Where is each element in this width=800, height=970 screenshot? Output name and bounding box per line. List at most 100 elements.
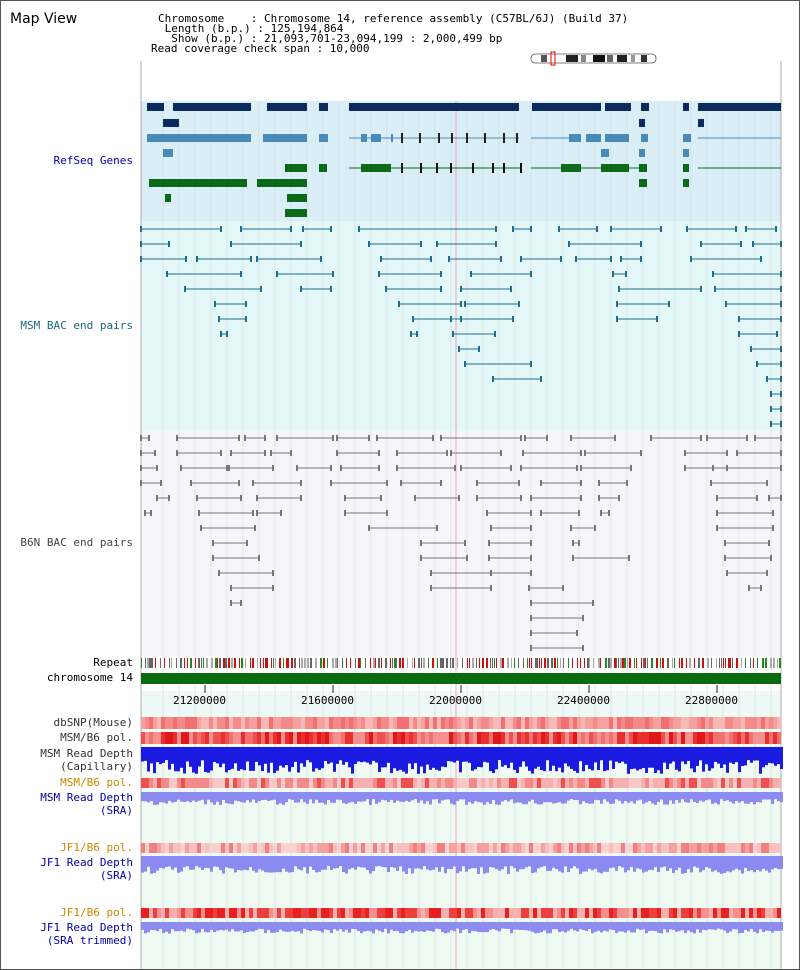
b6n-bac-pair-end bbox=[580, 450, 582, 456]
gene-exon bbox=[698, 103, 781, 111]
heat-cell bbox=[365, 778, 369, 788]
depth-bar bbox=[675, 792, 678, 800]
heat-cell bbox=[673, 717, 677, 729]
heat-cell bbox=[317, 843, 321, 853]
ideogram-band bbox=[617, 55, 627, 62]
depth-bar bbox=[141, 792, 144, 802]
gene-exon bbox=[683, 179, 689, 187]
depth-bar bbox=[603, 792, 606, 800]
heat-cell bbox=[697, 843, 701, 853]
depth-bar bbox=[321, 747, 324, 769]
depth-bar bbox=[414, 792, 417, 800]
depth-bar bbox=[402, 922, 405, 934]
heat-cell bbox=[233, 778, 237, 788]
heat-cell bbox=[149, 717, 153, 729]
heat-cell bbox=[409, 778, 413, 788]
heat-cell bbox=[237, 843, 241, 853]
depth-bar bbox=[513, 856, 516, 869]
heat-cell bbox=[377, 843, 381, 853]
refseq-genes-track[interactable] bbox=[147, 103, 781, 217]
depth-bar bbox=[186, 922, 189, 929]
heat-cell bbox=[661, 843, 665, 853]
heat-cell bbox=[213, 908, 217, 918]
heat-cell bbox=[209, 778, 213, 788]
track-label-b6n-bac[interactable]: B6N BAC end pairs bbox=[20, 536, 133, 549]
heat-cell bbox=[765, 843, 769, 853]
heat-cell bbox=[265, 908, 269, 918]
track-label-refseq[interactable]: RefSeq Genes bbox=[53, 154, 133, 167]
depth-bar bbox=[654, 856, 657, 868]
depth-bar bbox=[291, 922, 294, 931]
depth-bar bbox=[216, 856, 219, 867]
heat-cell bbox=[261, 732, 265, 744]
depth-bar bbox=[579, 922, 582, 930]
depth-bar bbox=[600, 792, 603, 804]
heat-cell bbox=[733, 908, 737, 918]
heat-cell bbox=[209, 843, 213, 853]
heat-cell bbox=[601, 732, 605, 744]
heat-cell bbox=[617, 908, 621, 918]
heat-cell bbox=[653, 732, 657, 744]
msm-bac-pair-end bbox=[660, 226, 662, 232]
chromosome-ideogram[interactable] bbox=[530, 51, 657, 66]
msm-bac-pair-end bbox=[330, 226, 332, 232]
depth-bar bbox=[714, 922, 717, 930]
heat-cell bbox=[193, 717, 197, 729]
gene-exon bbox=[391, 134, 393, 142]
depth-bar bbox=[492, 856, 495, 868]
depth-bar bbox=[681, 922, 684, 931]
depth-bar bbox=[375, 922, 378, 930]
depth-bar bbox=[240, 747, 243, 770]
depth-bar bbox=[693, 856, 696, 867]
heat-cell bbox=[293, 908, 297, 918]
heat-cell bbox=[621, 778, 625, 788]
heat-cell bbox=[149, 732, 153, 744]
msm-bac-pair-end bbox=[735, 226, 737, 232]
heat-cell bbox=[557, 732, 561, 744]
heat-cell bbox=[465, 717, 469, 729]
heat-cell bbox=[689, 908, 693, 918]
depth-bar bbox=[618, 792, 621, 801]
depth-bar bbox=[633, 792, 636, 804]
msm-bac-pair-end bbox=[780, 346, 782, 352]
repeat-element bbox=[335, 658, 337, 668]
depth-bar bbox=[474, 747, 477, 770]
heat-cell bbox=[257, 732, 261, 744]
heat-cell bbox=[653, 843, 657, 853]
repeat-element bbox=[365, 658, 366, 668]
depth-bar bbox=[291, 792, 294, 800]
repeat-element bbox=[432, 658, 434, 668]
track-label-msm-bac[interactable]: MSM BAC end pairs bbox=[20, 319, 133, 332]
depth-bar bbox=[519, 856, 522, 870]
repeat-element bbox=[399, 658, 401, 668]
depth-bar bbox=[159, 922, 162, 929]
repeat-element bbox=[187, 658, 188, 668]
b6n-bac-pairs-track[interactable] bbox=[140, 435, 782, 651]
heat-cell bbox=[501, 717, 505, 729]
heat-cell bbox=[341, 778, 345, 788]
repeat-element bbox=[527, 658, 528, 668]
heat-cell bbox=[777, 717, 781, 729]
depth-bar bbox=[756, 856, 759, 870]
depth-bar bbox=[621, 792, 624, 804]
heat-cell bbox=[509, 732, 513, 744]
gene-exon bbox=[263, 134, 307, 142]
depth-bar bbox=[645, 856, 648, 872]
depth-bar bbox=[633, 856, 636, 872]
depth-bar bbox=[666, 856, 669, 871]
heat-cell bbox=[477, 778, 481, 788]
depth-bar bbox=[246, 856, 249, 871]
depth-bar bbox=[378, 747, 381, 772]
msm-bac-pairs-track[interactable] bbox=[140, 226, 782, 427]
depth-bar bbox=[765, 747, 768, 766]
depth-bar bbox=[288, 922, 291, 932]
heat-cell bbox=[669, 778, 673, 788]
heat-cell bbox=[253, 732, 257, 744]
heat-cell bbox=[577, 843, 581, 853]
msm-bac-pair-end bbox=[450, 316, 452, 322]
heat-cell bbox=[449, 717, 453, 729]
heat-cell bbox=[253, 843, 257, 853]
depth-bar bbox=[429, 792, 432, 805]
depth-bar bbox=[648, 922, 651, 932]
